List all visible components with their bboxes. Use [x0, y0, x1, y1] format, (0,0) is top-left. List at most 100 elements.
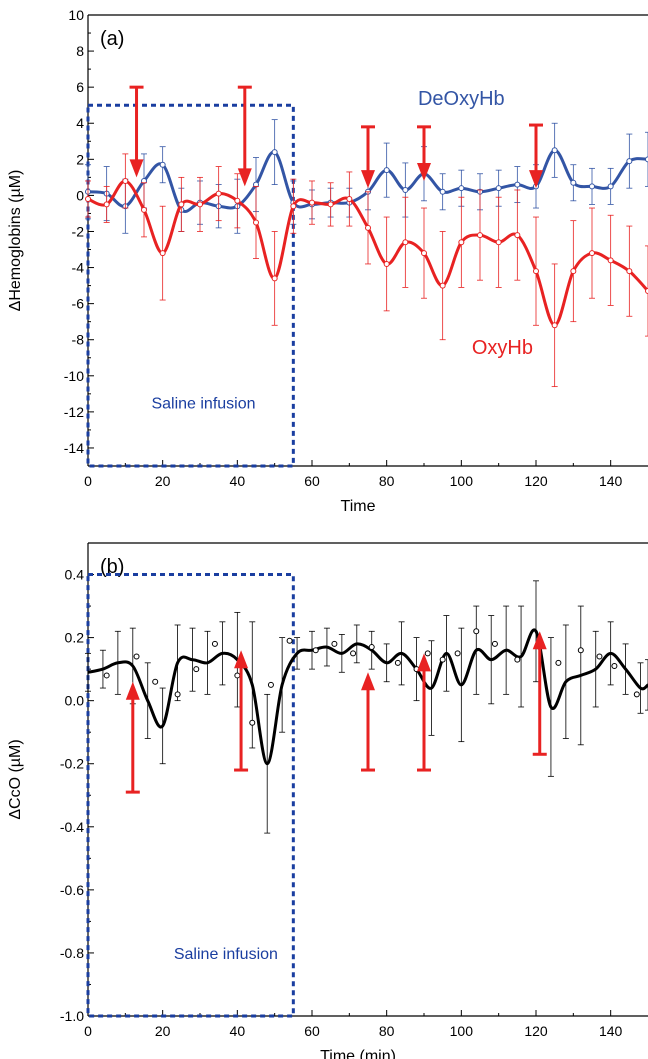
- data-point: [271, 275, 278, 282]
- stimulus-arrow: [361, 672, 375, 772]
- data-point: [551, 322, 558, 329]
- data-point: [159, 161, 166, 168]
- data-point: [577, 647, 584, 654]
- data-point: [122, 177, 129, 184]
- stimulus-arrow: [125, 681, 140, 794]
- data-point: [215, 190, 222, 197]
- x-axis-title: Time: [341, 498, 376, 515]
- arrow-head: [234, 650, 249, 669]
- data-point: [290, 203, 297, 210]
- stimulus-arrow: [129, 85, 144, 178]
- panel-label: (a): [100, 28, 124, 50]
- y-tick-label: 0.2: [65, 630, 85, 646]
- data-point: [645, 288, 648, 295]
- y-tick-label: -8: [72, 332, 85, 348]
- oxyhb-label: OxyHb: [472, 337, 533, 359]
- stimulus-arrow: [417, 653, 431, 772]
- data-point: [514, 232, 521, 239]
- data-point: [193, 666, 200, 673]
- data-point: [626, 158, 633, 165]
- data-point: [570, 179, 577, 186]
- panel-label: (b): [100, 556, 124, 578]
- data-point: [596, 653, 603, 660]
- data-point: [633, 691, 640, 698]
- x-tick-label: 100: [450, 1023, 474, 1039]
- data-point: [402, 239, 409, 246]
- data-point: [514, 656, 521, 663]
- data-point: [249, 719, 256, 726]
- data-point: [253, 219, 259, 226]
- stimulus-arrow: [361, 125, 375, 189]
- data-point: [234, 672, 241, 679]
- y-tick-label: 2: [76, 151, 84, 167]
- y-tick-label: -0.2: [60, 756, 84, 772]
- x-tick-label: 80: [379, 473, 395, 489]
- data-point: [103, 672, 110, 679]
- x-tick-label: 60: [304, 1023, 320, 1039]
- y-tick-label: 8: [76, 43, 84, 59]
- saline-infusion-box: [86, 103, 295, 468]
- x-tick-label: 100: [450, 473, 474, 489]
- arrow-head: [361, 672, 375, 691]
- y-tick-label: -0.8: [60, 945, 84, 961]
- x-tick-label: 140: [599, 473, 623, 489]
- x-tick-label: 40: [230, 473, 246, 489]
- x-axis-title: Time (min): [320, 1048, 396, 1059]
- data-point: [211, 640, 218, 647]
- data-point: [178, 201, 185, 208]
- data-point: [383, 167, 390, 174]
- data-point: [197, 201, 203, 208]
- data-point: [159, 250, 166, 257]
- x-tick-label: 140: [599, 1023, 623, 1039]
- data-point: [477, 232, 483, 239]
- y-tick-label: -0.6: [60, 882, 84, 898]
- saline-infusion-label: Saline infusion: [151, 395, 255, 412]
- data-point: [611, 662, 618, 669]
- data-point: [495, 239, 502, 246]
- data-point: [458, 239, 465, 246]
- data-point: [368, 644, 375, 651]
- arrow-head: [529, 170, 543, 189]
- data-point: [570, 268, 577, 275]
- arrow-head: [361, 170, 375, 189]
- stimulus-arrow: [234, 650, 249, 772]
- arrow-head: [417, 162, 431, 181]
- y-tick-label: 0.4: [65, 567, 85, 583]
- data-point: [312, 647, 319, 654]
- x-tick-label: 0: [84, 1023, 92, 1039]
- data-point: [514, 181, 521, 188]
- data-point: [133, 653, 140, 660]
- data-point: [365, 224, 371, 231]
- data-point: [85, 196, 91, 203]
- arrow-head: [129, 159, 144, 178]
- panel-b: -1.0 -0.8 -0.6 -0.4 -0.2 0.0 0.2 0.4 0 20 40 60 80 10…: [7, 542, 648, 1059]
- data-point: [402, 186, 409, 193]
- x-tick-label: 20: [155, 473, 171, 489]
- y-axis-title: ΔHemoglobins (µM): [7, 170, 24, 312]
- data-point: [350, 650, 357, 657]
- x-tick-label: 120: [524, 473, 548, 489]
- data-point: [346, 196, 353, 203]
- data-point: [607, 257, 614, 264]
- data-point: [491, 640, 498, 647]
- data-point: [555, 659, 562, 666]
- deoxyhb-label: DeOxyHb: [418, 88, 505, 110]
- saline-infusion-label: Saline infusion: [174, 946, 278, 963]
- data-point: [174, 691, 181, 698]
- stimulus-arrow: [532, 631, 547, 756]
- data-point: [473, 628, 480, 635]
- y-tick-label: 10: [68, 7, 84, 23]
- arrow-head: [125, 681, 140, 700]
- data-point: [421, 250, 427, 257]
- y-tick-label: -4: [72, 260, 85, 276]
- y-tick-label: -10: [64, 368, 84, 384]
- x-tick-label: 120: [524, 1023, 548, 1039]
- series-oxyhb: [85, 153, 648, 388]
- data-point: [626, 268, 633, 275]
- y-tick-label: 4: [76, 115, 84, 131]
- y-tick-label: -1.0: [60, 1008, 84, 1024]
- y-tick-label: -6: [72, 296, 85, 312]
- data-point: [331, 640, 338, 647]
